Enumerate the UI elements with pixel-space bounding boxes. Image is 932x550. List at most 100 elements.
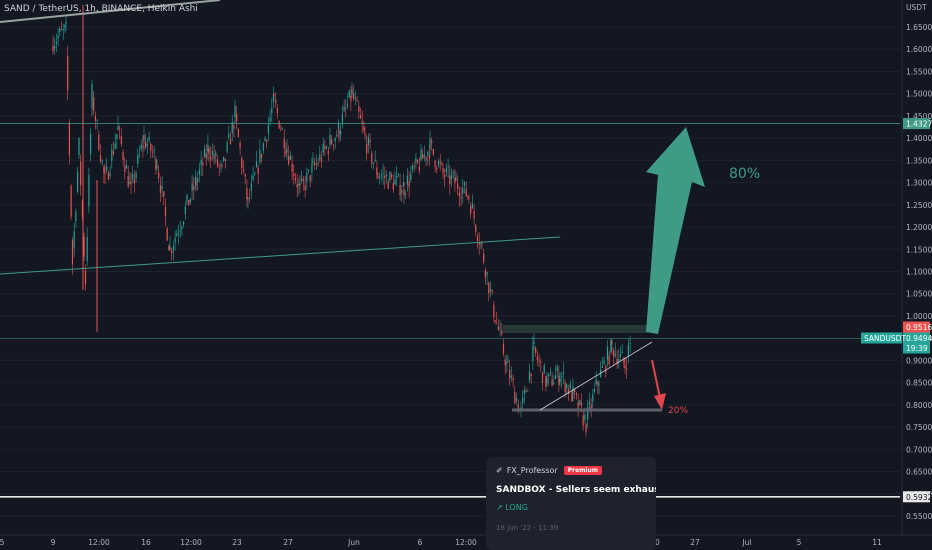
idea-card[interactable]: ✐ FX_Professor Premium SANDBOX - Sellers s…	[486, 457, 656, 550]
candle	[291, 163, 293, 172]
candle	[114, 143, 116, 149]
candle	[207, 144, 209, 152]
price-axis[interactable]: 1.6500 1.6000 1.5500 1.5000 1.4500 1.4000 1.35…	[901, 0, 932, 535]
countdown-tag-bg	[903, 342, 930, 354]
candle	[543, 365, 545, 374]
candle	[434, 160, 436, 167]
candle	[361, 121, 363, 124]
candle	[458, 192, 460, 197]
candle	[241, 158, 243, 168]
candle	[384, 175, 386, 179]
candle	[566, 384, 568, 389]
up-percentage: 80%	[729, 166, 760, 182]
candle	[345, 107, 347, 109]
candle	[494, 320, 496, 323]
candle	[57, 35, 59, 39]
candle	[470, 206, 472, 214]
candle	[132, 174, 134, 179]
y-tick-label: 1.4500	[906, 112, 932, 121]
candle	[52, 45, 54, 52]
candle	[236, 113, 238, 122]
candle	[150, 143, 152, 151]
candle	[606, 347, 609, 360]
candle	[293, 173, 295, 176]
candle	[272, 94, 275, 102]
candle	[195, 181, 197, 186]
author-row[interactable]: ✐ FX_Professor Premium	[496, 466, 602, 475]
candle	[78, 137, 80, 155]
candle	[379, 177, 381, 179]
candle	[326, 146, 328, 148]
candle	[346, 104, 349, 107]
candle	[613, 350, 615, 357]
candle	[334, 138, 336, 142]
candle	[266, 139, 268, 142]
candle	[340, 131, 342, 135]
candle	[117, 126, 119, 131]
candle	[181, 227, 183, 229]
candle	[179, 230, 181, 233]
candle	[499, 327, 501, 329]
author-name[interactable]: FX_Professor	[506, 466, 558, 475]
candle	[561, 376, 563, 378]
candle	[254, 173, 256, 175]
candle	[255, 161, 258, 168]
candle	[405, 193, 407, 195]
candle	[530, 373, 532, 376]
candle	[98, 134, 100, 150]
countdown-tag: 19:39	[906, 344, 928, 353]
idea-title[interactable]: SANDBOX - Sellers seem exhausted here	[496, 485, 656, 495]
x-tick-label: 6	[418, 538, 423, 547]
candle	[67, 56, 69, 91]
candle	[285, 150, 287, 154]
candle	[616, 358, 618, 365]
candle	[598, 384, 600, 386]
candle	[283, 138, 285, 149]
candle	[468, 197, 470, 199]
candle	[371, 152, 373, 164]
candle	[221, 164, 223, 166]
candle	[481, 244, 483, 245]
candle	[119, 127, 121, 129]
candle	[312, 161, 314, 163]
support-price-tag-bg	[903, 491, 930, 503]
candle	[411, 165, 414, 170]
time-axis[interactable]: 5912:001612:002327Jun612:001312:002012:0…	[0, 534, 932, 547]
candle	[184, 206, 186, 215]
candle	[445, 168, 447, 173]
candle	[228, 133, 230, 138]
y-tick-label: 0.7500	[906, 423, 932, 432]
down-arrow-icon	[654, 393, 666, 410]
candle	[584, 414, 586, 421]
candle	[406, 175, 408, 185]
candle	[146, 144, 148, 146]
candle	[483, 253, 485, 263]
candle	[545, 375, 547, 387]
candle	[186, 194, 188, 201]
candle	[614, 353, 616, 356]
candle	[597, 382, 599, 385]
candle	[579, 399, 581, 405]
candle	[163, 191, 165, 197]
down-arrow-shaft	[651, 359, 661, 399]
candle	[575, 393, 577, 395]
candle	[159, 185, 161, 194]
candle	[351, 88, 353, 95]
candle	[429, 138, 431, 149]
y-tick-label: 1.2000	[906, 223, 932, 232]
candle	[244, 173, 246, 177]
candle	[359, 115, 362, 119]
candle	[541, 372, 544, 383]
candle	[538, 360, 540, 362]
candle	[93, 97, 95, 111]
candle	[387, 181, 389, 189]
candle	[514, 392, 516, 404]
candle	[142, 145, 144, 147]
candle	[96, 120, 98, 121]
candle	[476, 236, 479, 241]
candle	[286, 149, 288, 152]
candle	[506, 361, 508, 364]
candle	[376, 167, 378, 176]
